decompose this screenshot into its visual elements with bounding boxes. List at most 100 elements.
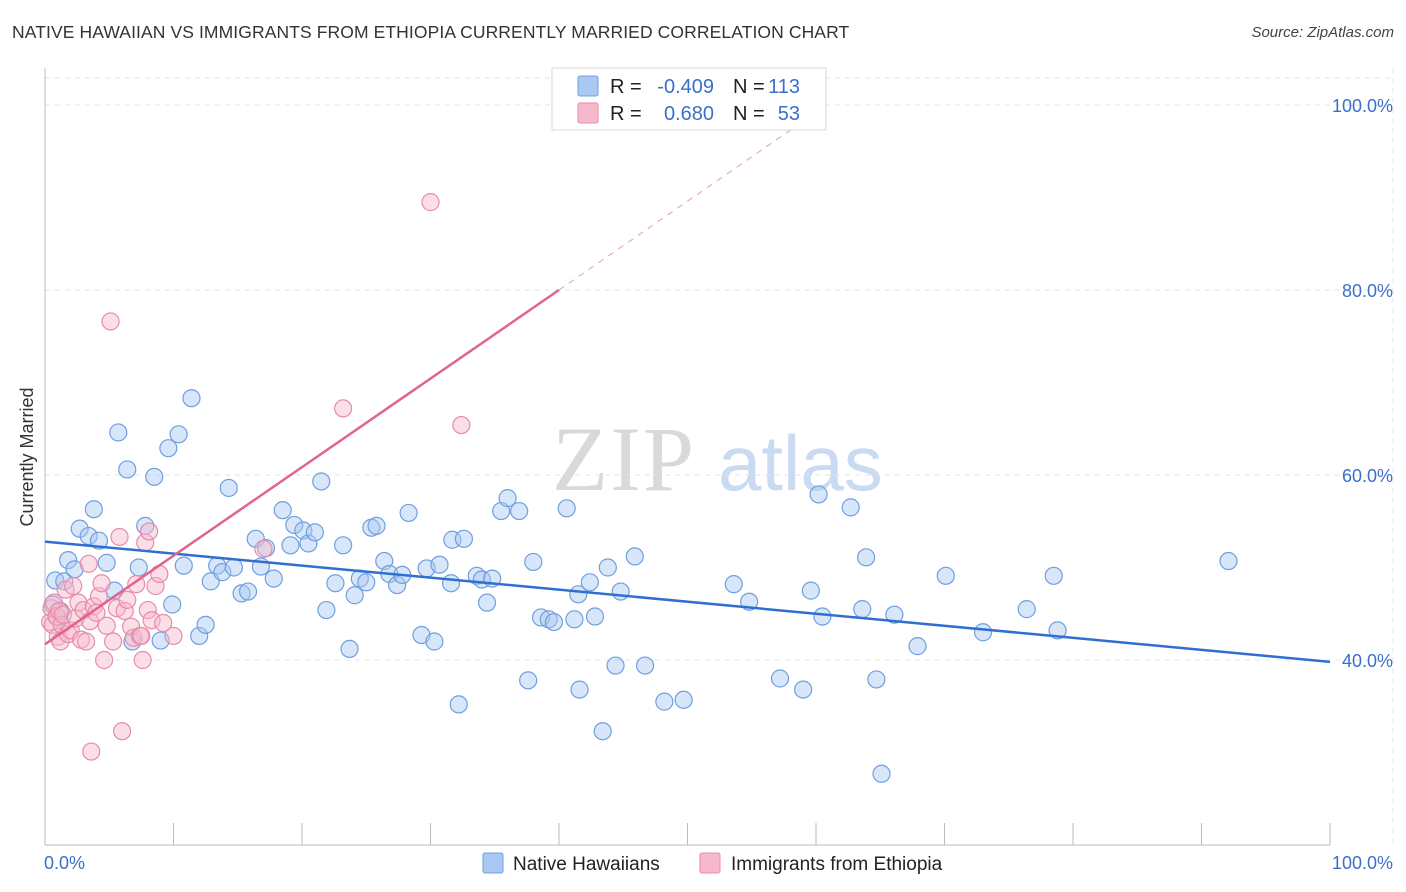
native-hawaiian-point-10 — [97, 553, 116, 572]
native-hawaiian-point-95 — [794, 680, 813, 699]
ethiopia-point-33 — [115, 601, 134, 621]
x-ticks — [44, 823, 1331, 845]
ethiopia-point-18 — [77, 632, 96, 651]
native-hawaiian-point-61 — [430, 555, 449, 574]
native-hawaiian-point-91 — [674, 690, 693, 709]
ethiopia-trend-extension — [558, 111, 817, 291]
native-hawaiian-point-31 — [232, 584, 251, 603]
legend-r-label-pink: R = — [610, 103, 642, 125]
y-tick-label-40: 40.0% — [1342, 651, 1393, 671]
native-hawaiian-point-84 — [593, 722, 612, 741]
y-axis-title: Currently Married — [17, 387, 37, 526]
native-hawaiian-point-24 — [190, 626, 209, 646]
native-hawaiian-point-102 — [867, 670, 886, 689]
native-hawaiian-point-37 — [273, 501, 292, 520]
native-hawaiian-point-92 — [724, 575, 743, 594]
native-hawaiian-point-43 — [312, 472, 331, 491]
native-hawaiian-point-68 — [477, 593, 497, 612]
native-hawaiian-point-4 — [59, 550, 78, 570]
series-legend-label-pink: Immigrants from Ethiopia — [731, 854, 943, 875]
native-hawaiian-point-21 — [169, 425, 188, 444]
native-hawaiian-point-64 — [449, 695, 468, 714]
native-hawaiian-point-82 — [580, 573, 599, 592]
ethiopia-point-32 — [112, 722, 132, 741]
ethiopia-point-47 — [164, 626, 183, 646]
correlation-legend: R = -0.409 N = 113 R = 0.680 N = 53 — [551, 67, 827, 131]
native-hawaiian-point-47 — [340, 639, 359, 659]
ethiopia-point-46 — [154, 613, 173, 633]
ethiopia-point-44 — [146, 576, 165, 596]
ethiopia-point-19 — [79, 554, 98, 573]
native-hawaiian-point-9 — [89, 531, 109, 550]
native-hawaiian-point-32 — [238, 582, 258, 601]
native-hawaiian-point-87 — [611, 582, 630, 601]
legend-swatch-pink — [577, 102, 599, 124]
native-hawaiian-point-100 — [853, 600, 872, 619]
ethiopia-point-13 — [64, 576, 83, 596]
legend-swatch-blue — [577, 75, 599, 97]
native-hawaiian-point-71 — [498, 489, 517, 508]
native-hawaiian-point-23 — [182, 389, 201, 408]
native-hawaiian-point-17 — [145, 467, 164, 486]
native-hawaiian-point-72 — [510, 501, 529, 521]
native-hawaiian-point-110 — [1048, 621, 1067, 640]
ethiopia-point-50 — [421, 193, 440, 212]
native-hawaiian-point-111 — [1219, 551, 1238, 571]
native-hawaiian-point-52 — [367, 516, 386, 535]
chart-title: NATIVE HAWAIIAN VS IMMIGRANTS FROM ETHIO… — [12, 22, 850, 42]
native-hawaiians-trend-line — [44, 540, 1331, 664]
native-hawaiian-point-20 — [163, 595, 182, 614]
y-tick-label-60: 60.0% — [1342, 466, 1393, 486]
native-hawaiian-point-83 — [585, 607, 605, 626]
ethiopia-point-45 — [150, 564, 169, 584]
native-hawaiian-point-79 — [565, 610, 584, 629]
series-legend: Native Hawaiians Immigrants from Ethiopi… — [482, 852, 943, 875]
native-hawaiian-point-74 — [524, 552, 543, 572]
native-hawaiian-point-36 — [264, 569, 283, 588]
ethiopia-point-27 — [97, 616, 116, 635]
series-legend-swatch-pink — [699, 852, 721, 874]
native-hawaiian-point-60 — [425, 632, 444, 651]
legend-r-value-pink: 0.680 — [664, 103, 714, 125]
ethiopia-point-51 — [452, 415, 471, 435]
native-hawaiian-point-96 — [801, 581, 820, 600]
native-hawaiian-point-22 — [174, 556, 193, 575]
native-hawaiian-point-99 — [841, 498, 860, 517]
series-legend-swatch-blue — [482, 852, 504, 874]
source-label: Source: ZipAtlas.com — [1251, 24, 1394, 41]
y-tick-label-80: 80.0% — [1342, 281, 1393, 301]
native-hawaiian-point-42 — [305, 523, 324, 542]
ethiopia-point-29 — [104, 632, 123, 651]
native-hawaiian-point-107 — [973, 623, 993, 642]
native-hawaiian-point-29 — [219, 478, 238, 498]
ethiopia-point-34 — [118, 590, 137, 609]
native-hawaiian-point-28 — [213, 563, 232, 582]
native-hawaiian-point-13 — [118, 460, 137, 479]
native-hawaiian-point-25 — [196, 615, 215, 634]
trend-lines — [44, 111, 1331, 664]
native-hawaiian-point-33 — [246, 529, 265, 548]
x-tick-label-max: 100.0% — [1332, 853, 1393, 873]
native-hawaiian-point-38 — [281, 536, 300, 555]
legend-r-label-blue: R = — [610, 76, 642, 98]
native-hawaiian-point-78 — [557, 499, 576, 518]
ethiopia-point-48 — [254, 539, 273, 559]
native-hawaiian-point-106 — [936, 566, 955, 585]
native-hawaiian-point-65 — [454, 529, 474, 548]
ethiopia-point-43 — [142, 611, 161, 630]
ethiopia-point-26 — [95, 650, 114, 670]
native-hawaiian-point-50 — [357, 573, 376, 592]
native-hawaiian-point-85 — [598, 558, 617, 577]
legend-r-value-blue: -0.409 — [657, 76, 714, 98]
ethiopia-point-12 — [61, 621, 80, 640]
native-hawaiian-point-46 — [334, 536, 353, 555]
native-hawaiian-point-90 — [655, 692, 674, 711]
legend-n-label-pink: N = — [733, 103, 765, 125]
series-legend-label-blue: Native Hawaiians — [513, 854, 660, 875]
ethiopia-point-28 — [101, 312, 120, 331]
native-hawaiian-point-55 — [387, 575, 407, 595]
ethiopia-point-49 — [334, 399, 353, 418]
native-hawaiian-point-89 — [635, 656, 655, 675]
native-hawaiian-point-97 — [809, 485, 828, 504]
